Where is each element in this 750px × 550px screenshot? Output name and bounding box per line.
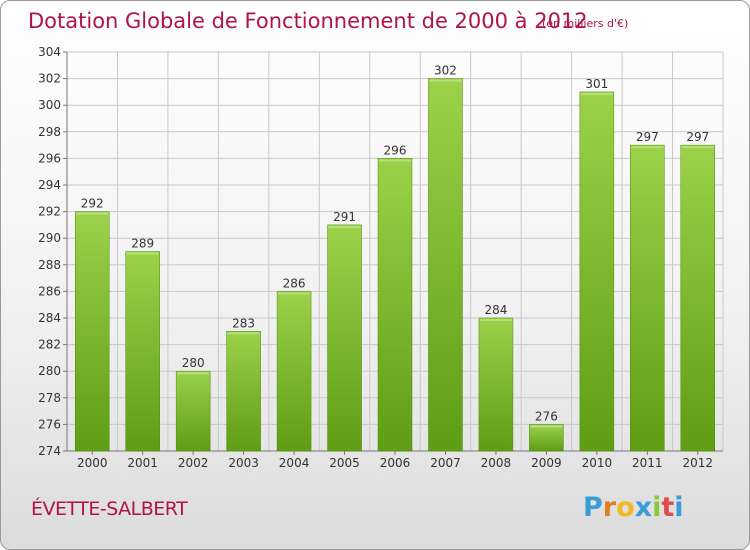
y-tick-label: 286 [38,284,61,298]
y-tick-label: 300 [38,98,61,112]
x-tick-label: 2008 [481,456,512,470]
y-tick-label: 290 [38,231,61,245]
data-label: 289 [131,237,154,251]
bar [125,251,160,452]
bar-highlight [681,146,714,149]
proxiti-logo: Proxiti [583,492,684,523]
y-tick-label: 284 [38,311,61,325]
y-tick-label: 304 [38,45,61,59]
bar [276,291,312,452]
x-tick-label: 2004 [279,456,310,470]
bar [579,91,615,452]
bar [478,317,514,452]
x-tick-label: 2001 [127,456,158,470]
bar [428,78,463,452]
y-tick-label: 280 [38,364,61,378]
city-name: ÉVETTE-SALBERT [31,498,188,520]
bar-highlight [278,292,311,295]
chart-title: Dotation Globale de Fonctionnement de 20… [28,9,588,33]
x-tick-label: 2010 [582,456,613,470]
bar [377,158,413,452]
bar [74,211,110,452]
bar-highlight [177,372,210,375]
data-label: 286 [283,276,306,290]
y-tick-label: 278 [38,391,61,405]
bar [327,224,362,452]
y-tick-label: 296 [38,151,61,165]
data-label: 291 [333,210,356,224]
bar-highlight [126,252,159,255]
x-tick-label: 2011 [632,456,663,470]
data-label: 301 [585,77,608,91]
x-tick-label: 2003 [228,456,259,470]
data-label: 292 [81,197,104,211]
x-tick-label: 2006 [380,456,411,470]
y-tick-label: 298 [38,125,61,139]
bar [226,331,261,452]
data-label: 283 [232,316,255,330]
bar-highlight [227,332,260,335]
data-label: 302 [434,64,457,78]
bar-highlight [379,159,411,162]
data-label: 297 [686,130,709,144]
x-tick-label: 2000 [77,456,108,470]
y-tick-label: 302 [38,72,61,86]
bar [529,424,564,452]
bar-highlight [530,425,563,428]
y-tick-label: 282 [38,338,61,352]
x-tick-label: 2009 [531,456,562,470]
x-tick-label: 2012 [682,456,713,470]
x-tick-label: 2005 [329,456,360,470]
data-label: 276 [535,409,558,423]
bar-highlight [429,79,462,82]
y-tick-label: 274 [38,444,61,458]
x-tick-label: 2007 [430,456,461,470]
bar [630,144,665,452]
x-tick-label: 2002 [178,456,209,470]
data-label: 297 [636,130,659,144]
labels: 274 276 278 280 282 284 286 288 290 292 294 296 298 3… [38,45,713,470]
bar [175,370,211,452]
y-tick-label: 276 [38,417,61,431]
data-label: 296 [384,143,407,157]
unit-note: (en milliers d'€) [542,17,629,30]
y-tick-label: 292 [38,205,61,219]
bar-highlight [631,146,664,149]
bar-highlight [76,212,109,215]
bar-highlight [328,225,361,228]
bars [74,78,716,452]
bar-highlight [580,92,613,95]
y-tick-label: 288 [38,258,61,272]
y-tick-label: 294 [38,178,61,192]
bar [680,144,716,452]
data-label: 280 [182,356,205,370]
data-label: 284 [484,303,507,317]
bar-highlight [479,319,512,321]
